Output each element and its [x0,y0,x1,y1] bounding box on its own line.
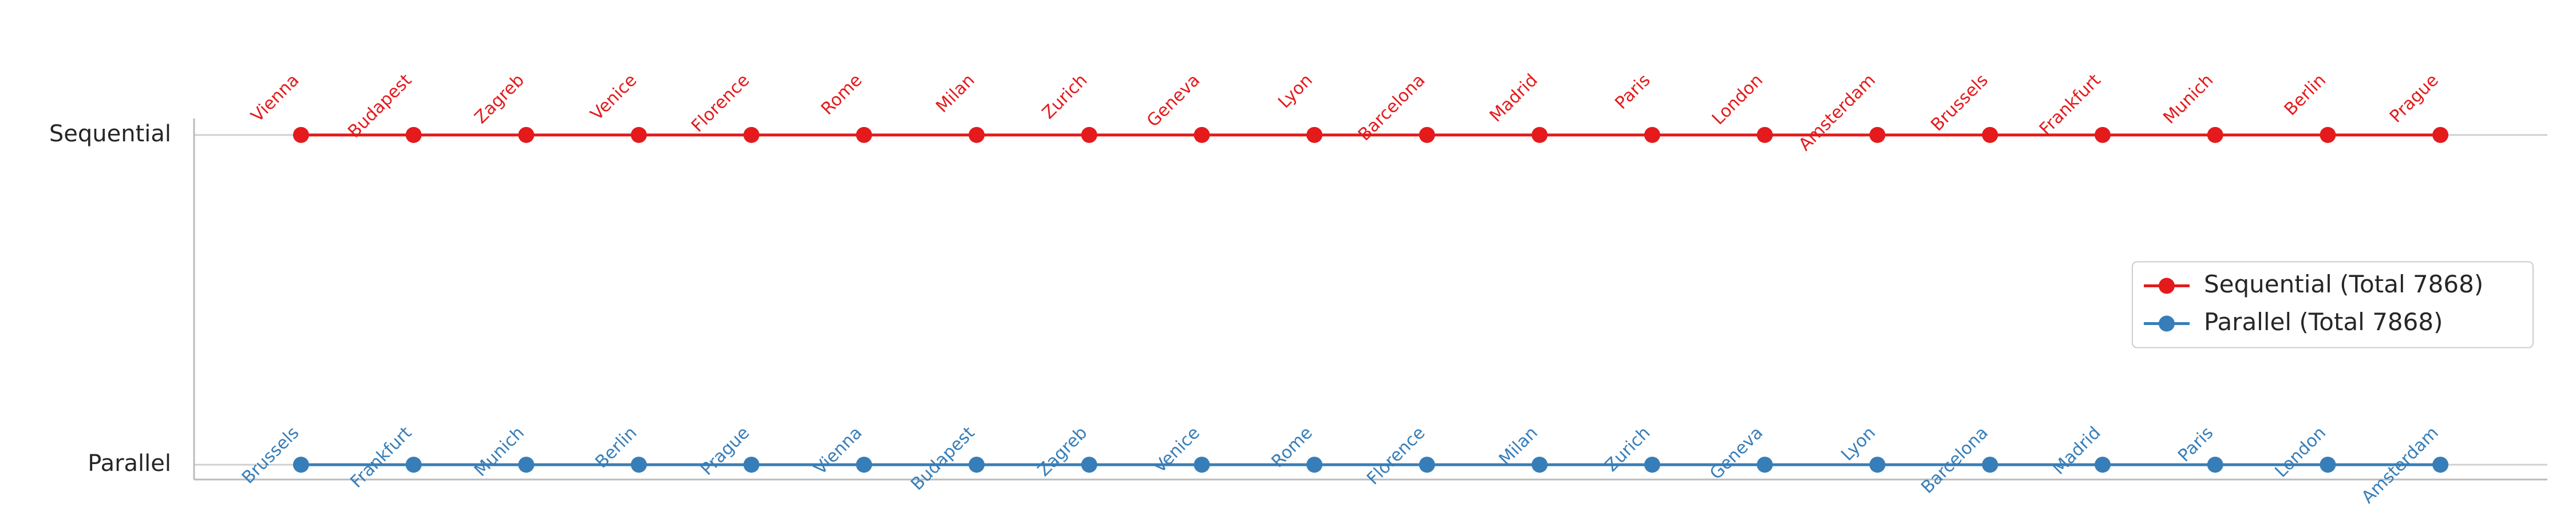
data-point [2207,457,2223,473]
data-point [2432,126,2449,143]
point-label: Frankfurt [2036,70,2105,140]
data-point [1982,457,1998,473]
point-label: Vienna [247,70,303,126]
point-label: Zurich [1038,70,1091,123]
data-point [518,126,535,143]
point-label: Munich [471,423,528,481]
data-point [2432,457,2449,473]
data-point [630,457,647,473]
data-point [1756,126,1773,143]
point-label: Rome [817,70,866,119]
data-point [856,126,872,143]
data-point [293,126,309,143]
data-point [1869,457,1886,473]
point-label: Venice [587,70,641,125]
point-label: Milan [932,70,978,117]
legend-label: Sequential (Total 7868) [2204,270,2483,298]
y-tick-label: Sequential [49,121,171,147]
point-label: Munich [2159,70,2217,128]
data-point [1644,126,1661,143]
point-label: Prague [697,423,753,480]
data-point [2095,457,2111,473]
data-point [1531,126,1548,143]
data-point [2320,126,2336,143]
data-point [405,126,422,143]
legend-box [2132,261,2534,348]
data-point [1194,457,1210,473]
data-point [969,126,985,143]
data-point [1194,126,1210,143]
data-point [630,126,647,143]
point-label: Lyon [1274,70,1317,113]
data-point [1081,457,1097,473]
point-label: Geneva [1706,423,1767,484]
data-point [1869,126,1886,143]
data-point [1306,126,1323,143]
legend-marker [2159,278,2175,294]
point-label: Prague [2386,70,2443,127]
point-label: Budapest [344,70,416,142]
data-point [743,126,760,143]
point-label: London [1708,70,1767,129]
data-point [856,457,872,473]
point-label: Zagreb [1034,423,1092,481]
data-point [1531,457,1548,473]
data-point [969,457,985,473]
point-label: Brussels [238,423,303,488]
data-point [293,457,309,473]
data-point [1756,457,1773,473]
data-point [1644,457,1661,473]
point-label: Florence [688,70,753,136]
data-point [743,457,760,473]
legend-label: Parallel (Total 7868) [2204,308,2443,336]
data-point [2320,457,2336,473]
y-tick-label: Parallel [88,450,171,477]
data-point [1419,126,1435,143]
point-label: Budapest [907,423,979,494]
data-point [2095,126,2111,143]
data-point [1982,126,1998,143]
data-point [1306,457,1323,473]
point-label: Paris [1611,70,1654,113]
point-label: Brussels [1927,70,1992,136]
data-point [1081,126,1097,143]
point-label: Barcelona [1917,423,1992,498]
data-point [1419,457,1435,473]
point-label: London [2271,423,2330,482]
point-label: Geneva [1143,70,1204,131]
point-label: Frankfurt [346,423,416,492]
point-label: Madrid [1486,70,1542,126]
point-label: Zagreb [471,70,528,128]
data-point [518,457,535,473]
point-label: Berlin [2281,70,2330,120]
point-label: Madrid [2049,423,2105,479]
data-point [405,457,422,473]
point-label: Vienna [810,423,866,479]
data-point [2207,126,2223,143]
legend-marker [2159,315,2175,332]
point-label: Amsterdam [1795,70,1879,155]
